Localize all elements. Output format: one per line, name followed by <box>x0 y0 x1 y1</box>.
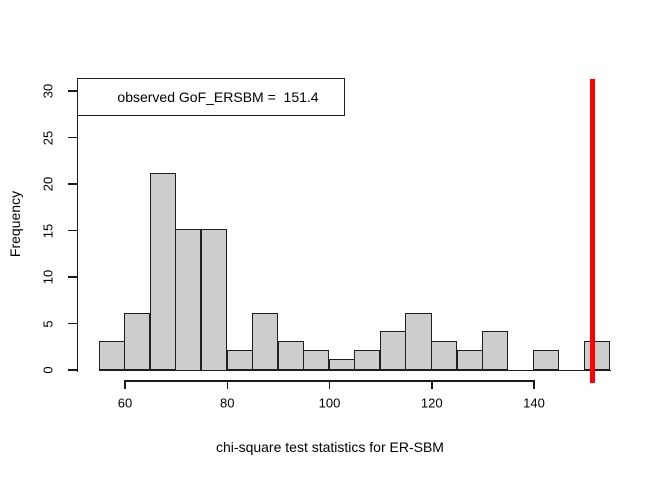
legend-text: observed GoF_ERSBM = 151.4 <box>117 89 319 105</box>
y-axis-line <box>76 91 78 372</box>
x-tick-label: 120 <box>420 395 443 411</box>
x-tick-label: 60 <box>117 395 133 411</box>
y-tick-label: 25 <box>40 130 56 145</box>
x-tick <box>431 380 433 389</box>
x-tick <box>533 380 535 389</box>
y-tick-label: 30 <box>40 83 56 99</box>
observed-value-line <box>589 79 595 383</box>
histogram-bar <box>584 340 611 371</box>
y-tick-label: 5 <box>40 319 56 328</box>
histogram-bar <box>277 340 304 371</box>
y-tick <box>68 183 77 185</box>
histogram-bar <box>149 173 176 371</box>
y-tick <box>68 322 77 325</box>
x-axis-title: chi-square test statistics for ER-SBM <box>216 439 444 455</box>
y-axis-title-text: Frequency <box>7 190 23 258</box>
histogram-bar <box>533 349 560 371</box>
histogram-bar <box>303 349 330 371</box>
histogram-bar <box>354 349 381 371</box>
histogram-bar <box>405 312 432 371</box>
legend-box: observed GoF_ERSBM = 151.4 <box>77 78 345 116</box>
y-tick <box>68 90 77 92</box>
x-tick-label: 80 <box>220 395 235 411</box>
x-tick-label: 140 <box>523 395 545 411</box>
y-tick-label: 15 <box>40 223 56 238</box>
histogram-bar <box>379 331 406 371</box>
y-tick-label: 0 <box>40 366 56 374</box>
y-tick-label: 20 <box>40 176 56 192</box>
x-tick <box>328 380 331 389</box>
y-tick <box>68 229 77 232</box>
histogram-bar <box>98 340 125 371</box>
histogram-bar <box>124 312 151 371</box>
x-tick <box>226 380 228 389</box>
histogram-bar <box>175 229 202 371</box>
y-tick <box>68 136 77 139</box>
x-tick <box>124 380 126 389</box>
histogram-bar <box>482 331 509 371</box>
histogram-bar <box>200 229 227 371</box>
y-tick <box>68 276 77 278</box>
histogram-bar <box>226 349 253 371</box>
y-tick <box>68 369 77 371</box>
histogram-bar <box>252 312 279 371</box>
y-tick-label: 10 <box>40 269 56 285</box>
histogram-bar <box>431 340 458 371</box>
x-tick-label: 100 <box>318 395 341 411</box>
histogram-bar <box>456 349 483 371</box>
histogram-bar <box>328 359 355 371</box>
